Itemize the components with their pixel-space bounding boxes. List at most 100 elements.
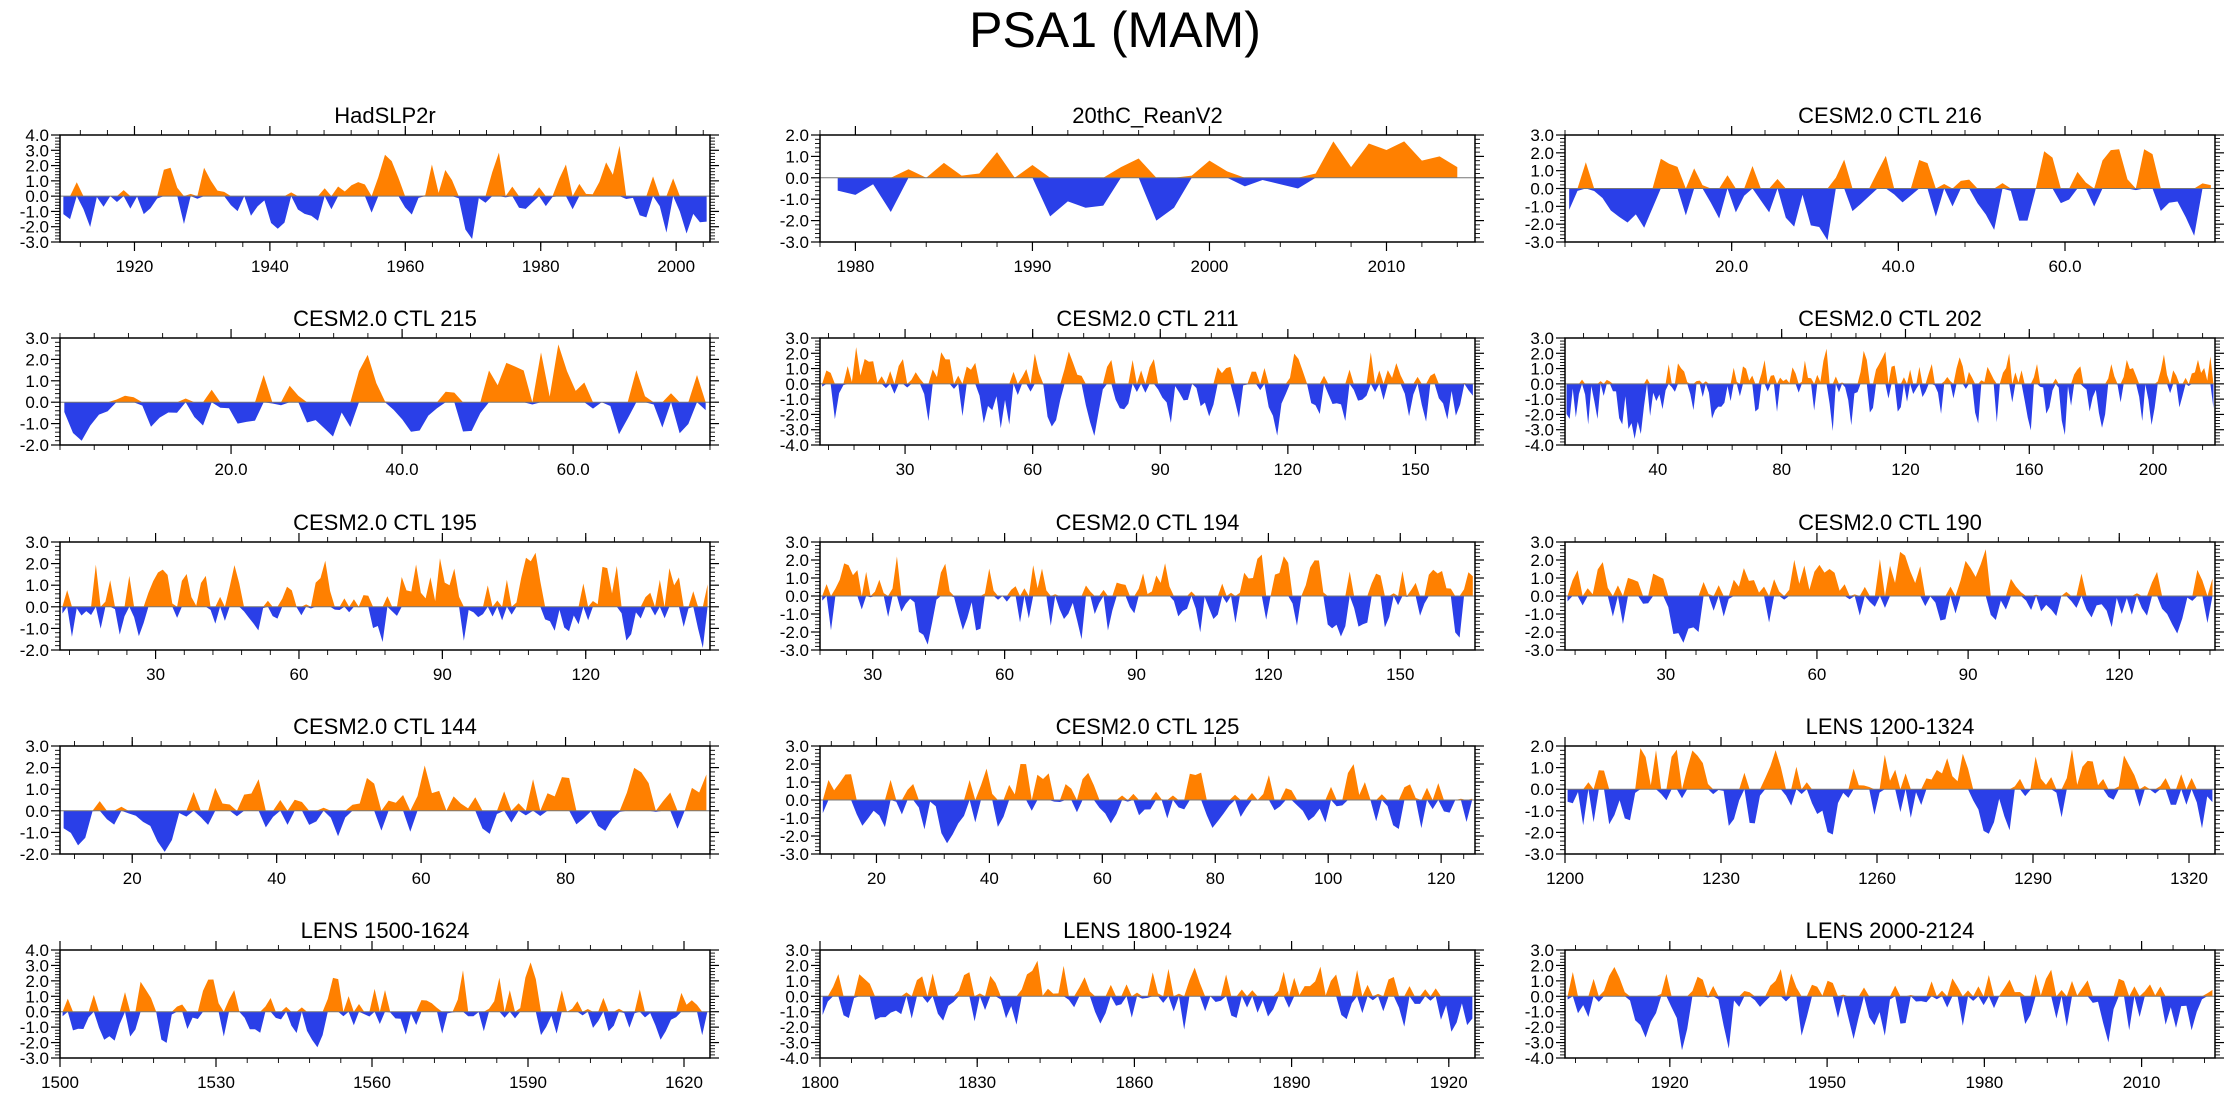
y-tick-label: -2.0 <box>20 1034 49 1053</box>
positive-area <box>1567 966 2213 997</box>
y-tick-label: 1.0 <box>1530 759 1554 778</box>
panel-hadslp2r: HadSLP2r -3.0-2.0-1.00.01.02.03.04.0 1920 1… <box>20 103 719 276</box>
negative-area <box>1566 383 2214 439</box>
panel-title: CESM2.0 CTL 216 <box>1798 103 1982 128</box>
y-tick-label: -3.0 <box>780 1034 809 1053</box>
y-tick-label: -1.0 <box>780 605 809 624</box>
x-tick-label: 30 <box>1656 665 1675 684</box>
y-tick-label: -3.0 <box>780 845 809 864</box>
panel-title: LENS 1200-1324 <box>1806 714 1975 739</box>
y-tick-label: 2.0 <box>25 350 49 369</box>
x-tick-label: 1830 <box>958 1073 996 1092</box>
x-tick-label: 1920 <box>1430 1073 1468 1092</box>
y-tick-label: 3.0 <box>785 737 809 756</box>
positive-area <box>822 764 1473 800</box>
negative-area <box>63 810 707 852</box>
x-tick-label: 1940 <box>251 257 289 276</box>
x-tick-label: 120 <box>2105 665 2133 684</box>
positive-area <box>837 141 1458 178</box>
panel-title: CESM2.0 CTL 190 <box>1798 510 1982 535</box>
x-tick-label: 90 <box>1127 665 1146 684</box>
panel-lens-2000-2124: LENS 2000-2124 -4.0-3.0-2.0-1.00.01.02.03… <box>1525 918 2224 1092</box>
y-tick-label: 2.0 <box>1530 344 1554 363</box>
positive-area <box>822 960 1473 997</box>
y-tick-label: -3.0 <box>780 641 809 660</box>
figure-title: PSA1 (MAM) <box>969 2 1261 58</box>
x-tick-label: 1500 <box>41 1073 79 1092</box>
panel-title: HadSLP2r <box>334 103 436 128</box>
y-tick-label: -1.0 <box>1525 1003 1554 1022</box>
y-tick-label: -2.0 <box>780 827 809 846</box>
x-tick-label: 60 <box>1093 869 1112 888</box>
negative-area <box>822 996 1473 1032</box>
x-tick-label: 80 <box>556 869 575 888</box>
positive-area <box>1567 549 2213 596</box>
y-tick-label: 0.0 <box>25 393 49 412</box>
positive-area <box>1569 149 2211 189</box>
y-tick-label: 4.0 <box>25 941 49 960</box>
panel-cesm2-0-ctl-144: CESM2.0 CTL 144 -2.0 -1.0 0.0 1.0 2.0 3.0 20 40 6… <box>20 714 719 888</box>
y-tick-label: 1.0 <box>1530 569 1554 588</box>
x-tick-label: 1260 <box>1858 869 1896 888</box>
y-tick-label: 2.0 <box>1530 551 1554 570</box>
y-tick-label: -4.0 <box>780 436 809 455</box>
y-tick-label: 0.0 <box>785 791 809 810</box>
y-tick-label: 3.0 <box>1530 941 1554 960</box>
panel-cesm2-0-ctl-125: CESM2.0 CTL 125 -3.0-2.0-1.00.01.02.03.0 2… <box>780 714 1484 888</box>
y-tick-label: -1.0 <box>20 202 49 221</box>
x-tick-label: 90 <box>1959 665 1978 684</box>
y-tick-label: 4.0 <box>25 126 49 145</box>
y-tick-label: -2.0 <box>780 405 809 424</box>
positive-area <box>62 552 708 607</box>
panel-20thc-reanv2: 20thC_ReanV2 -3.0 -2.0 -1.0 0.0 1.0 2.0 1980 199… <box>780 103 1484 276</box>
y-tick-label: -3.0 <box>20 1049 49 1068</box>
negative-area <box>822 596 1473 645</box>
y-tick-label: -1.0 <box>1525 802 1554 821</box>
y-tick-label: -1.0 <box>1525 605 1554 624</box>
y-tick-label: 3.0 <box>25 329 49 348</box>
x-tick-label: 60 <box>1023 460 1042 479</box>
y-tick-label: 2.0 <box>785 755 809 774</box>
y-tick-label: -1.0 <box>20 619 49 638</box>
panel-cesm2-0-ctl-211: CESM2.0 CTL 211 -4.0-3.0-2.0-1.00.01.02.0… <box>780 306 1484 479</box>
negative-area <box>63 196 707 239</box>
x-tick-label: 20 <box>123 869 142 888</box>
y-tick-label: -2.0 <box>780 623 809 642</box>
y-tick-label: -4.0 <box>780 1049 809 1068</box>
x-tick-label: 40.0 <box>1882 257 1915 276</box>
y-tick-label: 0.0 <box>785 587 809 606</box>
negative-area <box>1567 789 2213 835</box>
y-tick-label: -2.0 <box>780 212 809 231</box>
y-tick-label: 1.0 <box>1530 972 1554 991</box>
x-tick-label: 1800 <box>801 1073 839 1092</box>
y-tick-label: 1.0 <box>785 972 809 991</box>
y-tick-label: 2.0 <box>785 126 809 145</box>
negative-area <box>1567 596 2213 643</box>
plot-frame <box>59 134 711 243</box>
y-tick-label: -2.0 <box>1525 215 1554 234</box>
y-tick-label: -1.0 <box>20 415 49 434</box>
negative-area <box>64 402 706 441</box>
x-tick-label: 100 <box>1314 869 1342 888</box>
x-tick-label: 200 <box>2139 460 2167 479</box>
negative-area <box>822 383 1473 436</box>
x-tick-label: 1980 <box>1965 1073 2003 1092</box>
y-tick-label: -4.0 <box>1525 436 1554 455</box>
x-tick-label: 90 <box>1151 460 1170 479</box>
panel-cesm2-0-ctl-202: CESM2.0 CTL 202 -4.0-3.0-2.0-1.00.01.02.0… <box>1525 306 2224 479</box>
positive-area <box>63 765 707 811</box>
y-tick-label: 0.0 <box>25 598 49 617</box>
y-tick-label: 3.0 <box>25 533 49 552</box>
y-tick-label: -1.0 <box>780 1003 809 1022</box>
plot-frame <box>819 337 1476 446</box>
panel-lens-1500-1624: LENS 1500-1624 -3.0-2.0-1.00.01.02.03.04.… <box>20 918 719 1092</box>
panel-title: CESM2.0 CTL 194 <box>1056 510 1240 535</box>
y-tick-label: -1.0 <box>20 823 49 842</box>
x-tick-label: 60 <box>412 869 431 888</box>
x-tick-label: 60.0 <box>2048 257 2081 276</box>
x-tick-label: 1290 <box>2014 869 2052 888</box>
y-tick-label: -2.0 <box>20 436 49 455</box>
positive-area <box>64 344 706 403</box>
y-tick-label: -3.0 <box>1525 233 1554 252</box>
